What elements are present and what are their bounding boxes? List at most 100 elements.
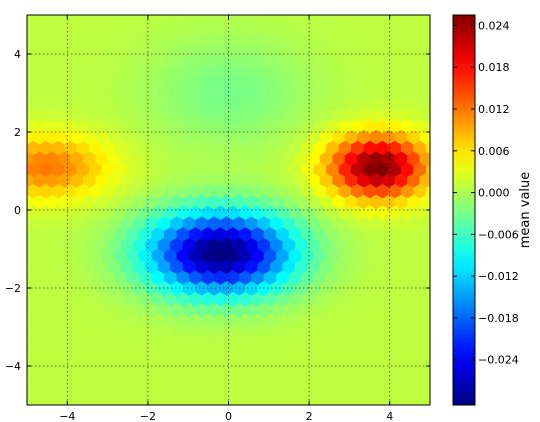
colorbar-frame (452, 14, 476, 406)
x-tick-label: 4 (386, 410, 393, 422)
hexbin-cell (176, 15, 178, 16)
hexbin-cell (27, 230, 28, 239)
hexbin-cell (326, 399, 339, 405)
hexbin-cell (138, 15, 140, 16)
hexbin-cell (8, 109, 20, 123)
hexbin-cell (351, 399, 364, 405)
hexbin-cell (363, 15, 365, 16)
hexbin-cell (350, 15, 352, 16)
hexbin-cell (188, 15, 190, 16)
y-tick-label: −2 (5, 282, 21, 295)
hexbin-cell (51, 399, 65, 405)
hexbin-cell (8, 303, 20, 317)
hexbin-cell (432, 44, 444, 58)
hexbin-cell (27, 165, 28, 174)
hexbin-cell (432, 325, 444, 339)
hexbin-cell (432, 65, 444, 79)
colorbar-tick-label: 0.018 (478, 61, 510, 74)
hexbin-cell (139, 399, 152, 405)
hexbin-cell (413, 399, 427, 405)
colorbar-tick-label: 0.012 (478, 103, 510, 116)
x-tick-label: −2 (140, 410, 156, 422)
hexbin-cell (251, 15, 252, 16)
hexbin-cell (226, 15, 227, 16)
hexbin-cell (288, 15, 290, 16)
x-axis: −4 −2 0 2 4 (59, 15, 393, 422)
colorbar-tick-label: −0.006 (478, 228, 519, 241)
colorbar-label: mean value (518, 172, 533, 249)
hexbin-cell (251, 399, 265, 405)
hexbin-cell (151, 15, 153, 16)
hexbin-cell (27, 338, 28, 347)
hexbin-cell (201, 399, 215, 405)
x-tick-label: 2 (306, 410, 313, 422)
hexbin-cell (8, 325, 20, 339)
colorbar-tick-label: −0.024 (478, 354, 519, 367)
hexbin-cell (126, 399, 140, 405)
hexbin-cell (432, 238, 444, 252)
hexbin-cell (375, 399, 389, 405)
y-tick-label: 0 (14, 204, 21, 217)
hexbin-cell (432, 1, 444, 15)
hexbin-cell (432, 303, 444, 317)
hexbin-cell (238, 399, 252, 405)
hexbin-cell (27, 381, 28, 390)
hexbin-cell (8, 346, 20, 360)
hexbin-cell (163, 399, 177, 405)
hexbin-cell (8, 1, 20, 15)
y-tick-label: 4 (14, 48, 21, 61)
y-tick-label: −4 (5, 360, 21, 373)
hexbin-cell (27, 187, 28, 196)
hexbin-cell (432, 346, 444, 360)
hexbin-cell (432, 22, 444, 36)
colorbar-tick-label: −0.012 (478, 270, 519, 283)
hexbin-cell (388, 399, 402, 405)
hexbin-cell (89, 399, 103, 405)
grid-lines (27, 15, 430, 405)
hexbin-cell (188, 399, 202, 405)
hexbin-cell (432, 109, 444, 123)
hexbin-cell (8, 238, 20, 252)
hexbin-cell (8, 87, 20, 101)
colorbar-tick-label: 0.000 (478, 187, 510, 200)
hexbin-cell (8, 152, 20, 166)
hexbin-cell (375, 15, 377, 16)
hexbin-cell (432, 195, 444, 209)
hexbin-cell (432, 173, 444, 187)
hexbin-cell (163, 15, 165, 16)
colorbar (453, 15, 475, 405)
hexbin-cell (151, 399, 165, 405)
hexbin-cell (263, 15, 265, 16)
hexbin-cell (313, 399, 327, 405)
hexbin-cell (432, 389, 444, 403)
hexbin-cell (27, 36, 28, 45)
hexbin-cell (400, 15, 402, 16)
hexbin-cell (325, 15, 327, 16)
hexbin-cell (432, 217, 444, 231)
hexbin-cell (8, 389, 20, 403)
hexbin-cell (432, 260, 444, 274)
hexbin-cell (27, 399, 40, 405)
hexbin-cell (27, 15, 28, 23)
y-tick-label: 2 (14, 126, 21, 139)
hexbin-cell (276, 399, 290, 405)
hexbin-cell (432, 87, 444, 101)
hexbin-cell (413, 15, 414, 16)
hexbin-cell (27, 101, 28, 109)
hexbin-cell (8, 260, 20, 274)
colorbar-tick-label: 0.024 (478, 19, 510, 32)
hexbin-cell (76, 399, 90, 405)
hexbin-cell (301, 399, 315, 405)
hexbin-cell (27, 252, 28, 261)
hexbin-cell (8, 65, 20, 79)
x-tick-label: −4 (59, 410, 75, 422)
hexbin-cell (213, 399, 227, 405)
hexbin-cell (8, 217, 20, 231)
hexbin-cell (288, 399, 302, 405)
colorbar-tick-label: −0.018 (478, 312, 519, 325)
hexbin-cell (300, 15, 302, 16)
hexbin-cell (313, 15, 315, 16)
hexbin-cell (176, 399, 190, 405)
hexbin-cell (27, 144, 28, 153)
